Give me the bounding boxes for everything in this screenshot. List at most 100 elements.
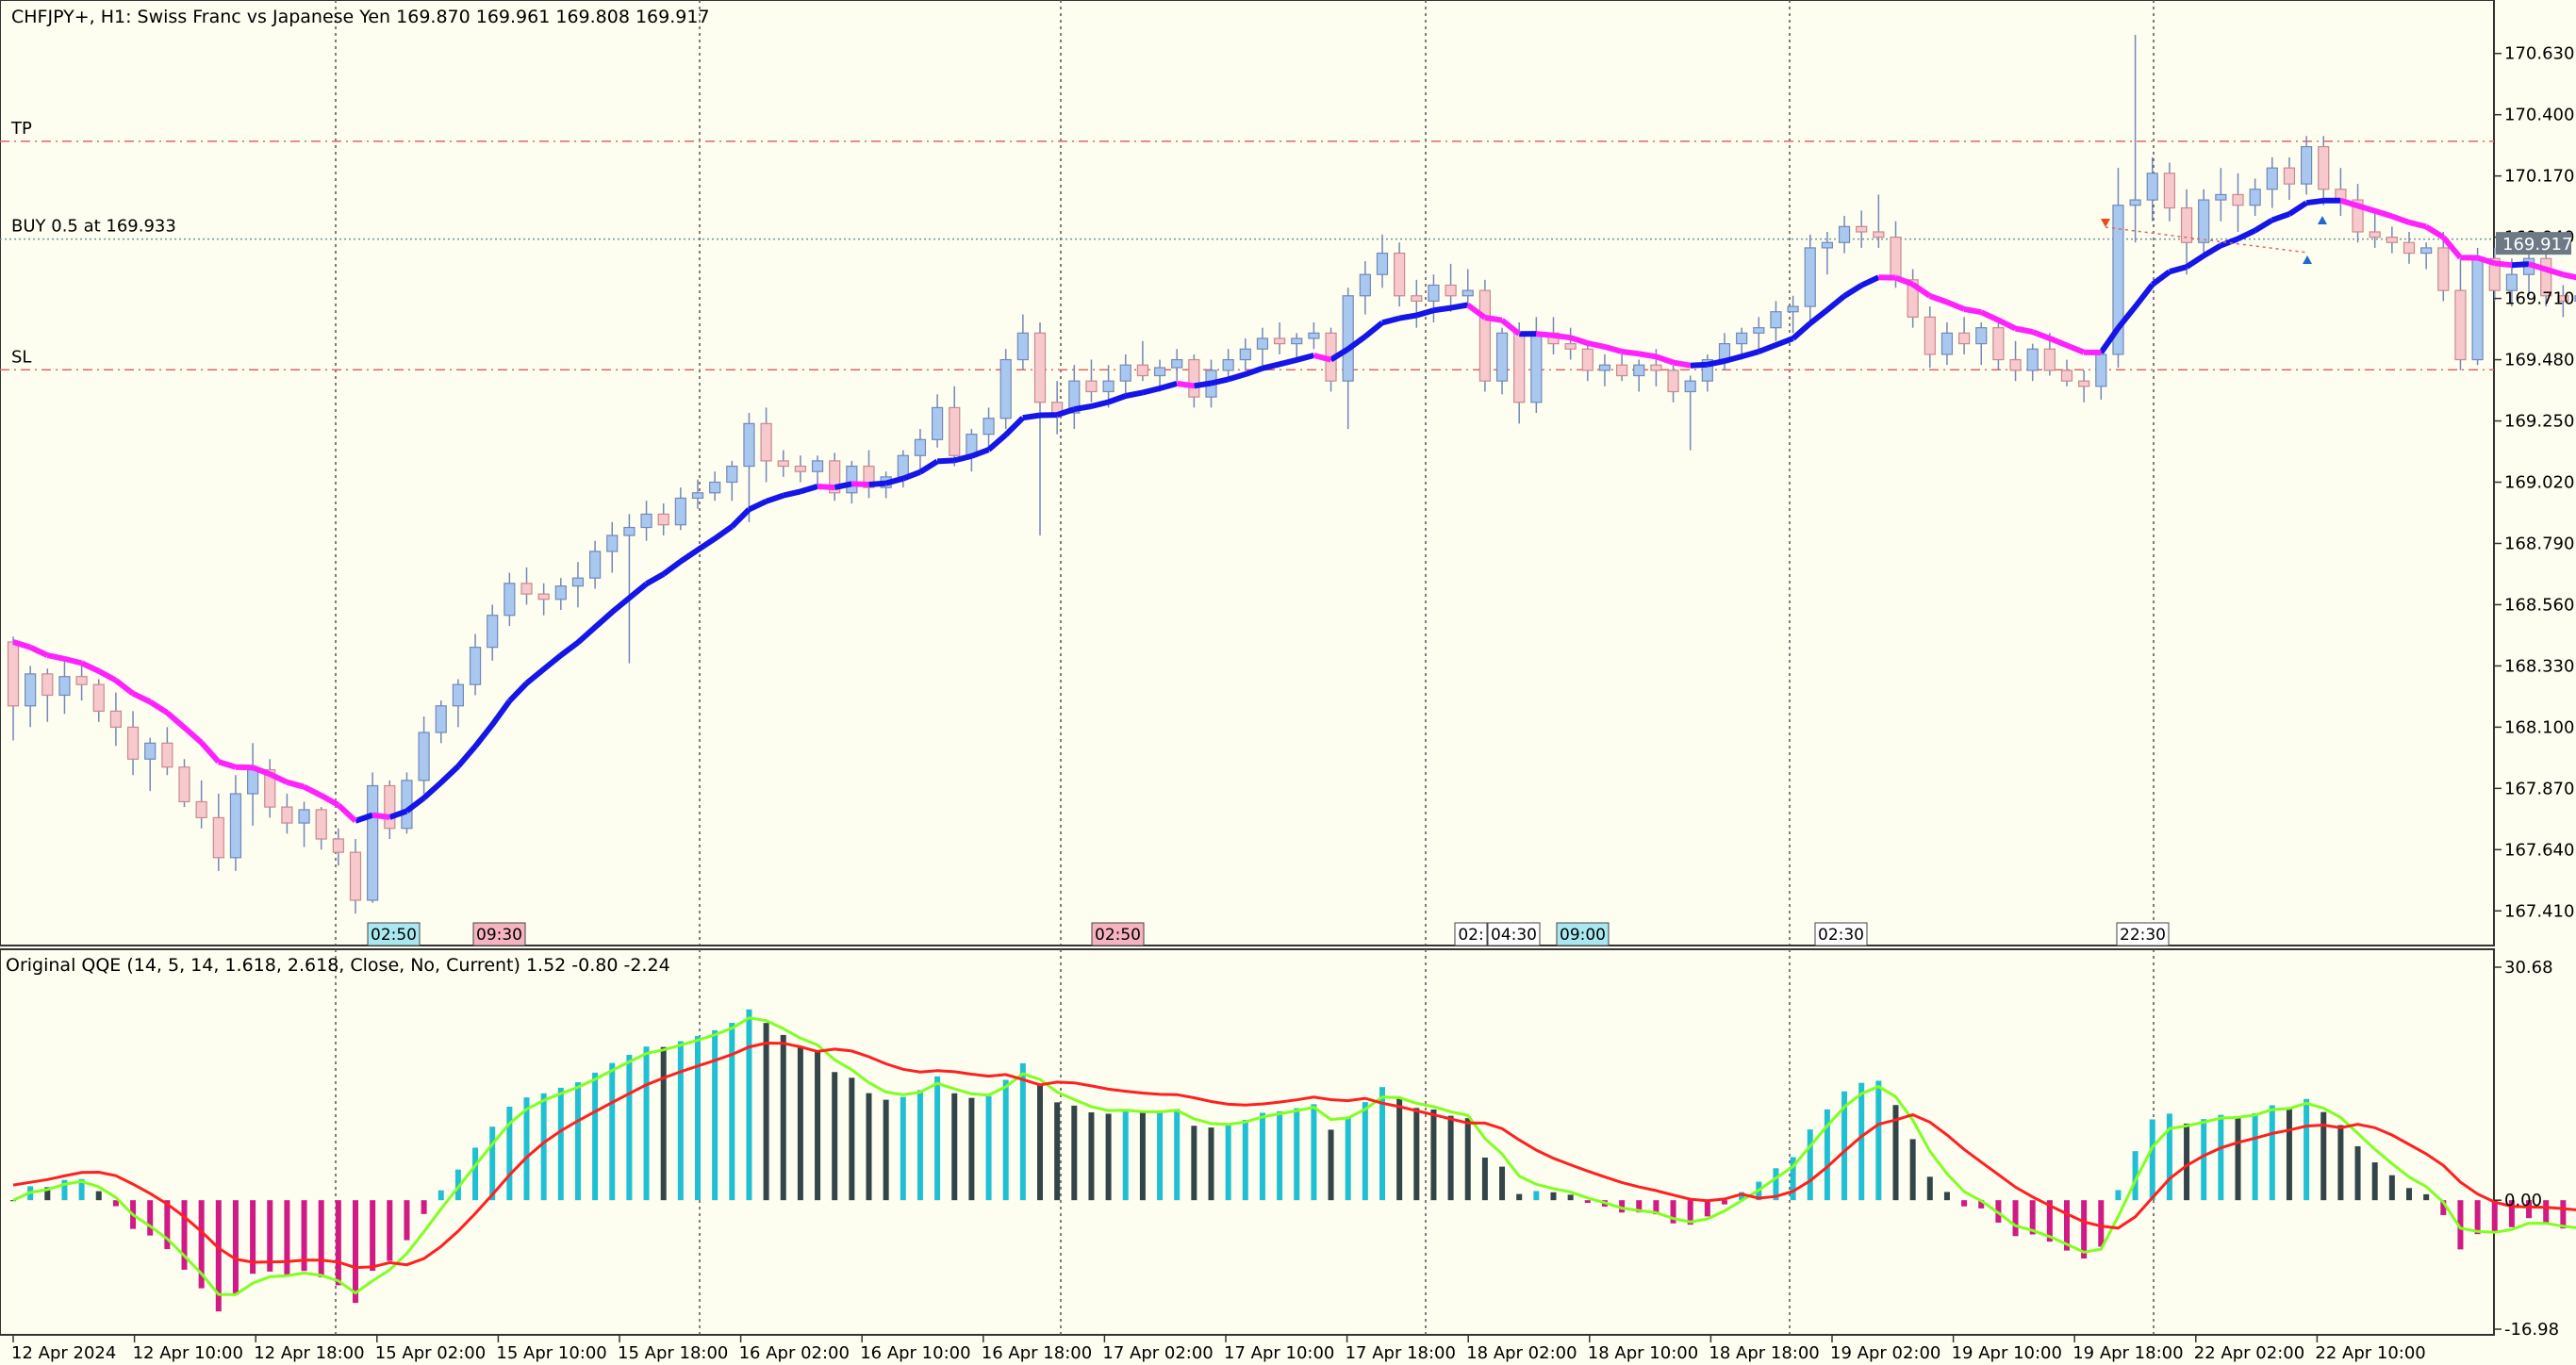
qqe-bar: [1875, 1080, 1882, 1201]
current-price-label: 169.917: [2502, 235, 2572, 255]
qqe-bar: [2371, 1162, 2378, 1201]
qqe-bar: [866, 1093, 872, 1201]
candle-body: [1033, 332, 1047, 403]
qqe-bar: [1909, 1139, 1916, 1201]
qqe-bar: [421, 1200, 427, 1214]
qqe-bar: [523, 1097, 530, 1201]
candle-body: [1940, 332, 1954, 355]
qqe-bar: [164, 1200, 171, 1250]
qqe-bar: [232, 1200, 239, 1295]
candle-body: [2060, 370, 2073, 382]
qqe-bar: [1892, 1105, 1899, 1201]
qqe-histogram: [10, 1009, 2567, 1312]
qqe-bar: [1139, 1112, 1146, 1201]
candle-body: [2488, 257, 2501, 291]
qqe-bar: [301, 1200, 307, 1272]
qqe-axis[interactable]: 30.68 0.00 -16.98: [2494, 958, 2559, 1340]
qqe-bar: [1037, 1084, 1043, 1201]
price-tick-label: 169.020: [2504, 473, 2574, 493]
qqe-bar: [2388, 1175, 2395, 1201]
buy-arrow-icon: [2318, 216, 2327, 224]
candle-body: [1787, 305, 1799, 313]
event-tags: 02:50 09:30 02:50 02: 04:30 09:00 02:30 22:30: [367, 922, 2170, 946]
level-label: BUY 0.5 at 169.933: [11, 217, 176, 237]
qqe-bar: [284, 1200, 290, 1275]
candle-body: [229, 793, 242, 859]
qqe-bar: [1481, 1157, 1488, 1201]
candle-body: [1873, 231, 1885, 238]
candle-body: [1188, 358, 1200, 398]
trade-levels: TP BUY 0.5 at 169.933 SL: [0, 119, 2494, 371]
candle-body: [2043, 348, 2056, 371]
candle-body: [1256, 337, 1269, 350]
candle-body: [109, 710, 123, 728]
qqe-bar: [112, 1200, 119, 1207]
candle-body: [2249, 189, 2261, 206]
price-panel-frame: [0, 0, 2495, 946]
qqe-bar: [746, 1009, 752, 1201]
candle-body: [657, 513, 669, 526]
event-tag-label: 02:: [1458, 926, 1483, 945]
qqe-bar: [1807, 1129, 1813, 1201]
qqe-bar: [2149, 1119, 2155, 1201]
qqe-header: Original QQE (14, 5, 14, 1.618, 2.618, C…: [6, 955, 670, 976]
qqe-bar: [883, 1099, 889, 1201]
candle-body: [1667, 370, 1679, 393]
qqe-bar: [677, 1041, 684, 1201]
candle-body: [401, 780, 413, 830]
candle-body: [1359, 273, 1371, 297]
qqe-bar: [1345, 1116, 1351, 1201]
qqe-bar: [1773, 1168, 1779, 1201]
price-tick-label: 167.410: [2504, 901, 2574, 921]
candle-body: [418, 732, 430, 781]
qqe-bar: [2354, 1145, 2361, 1201]
qqe-bar: [370, 1200, 376, 1272]
event-tag: [1454, 922, 1488, 946]
candle-body: [487, 615, 499, 649]
time-tick-label: 18 Apr 10:00: [1588, 1343, 1698, 1363]
qqe-bar: [1225, 1125, 1231, 1201]
qqe-bar: [61, 1179, 68, 1201]
time-axis[interactable]: 12 Apr 2024 12 Apr 10:00 12 Apr 18:00 15 Ap…: [11, 1335, 2426, 1363]
candle-body: [1394, 252, 1406, 297]
candle-body: [2146, 173, 2158, 201]
qqe-tick-label: -16.98: [2504, 1320, 2559, 1340]
candle-body: [2557, 295, 2569, 303]
current-price-box: [2496, 232, 2571, 255]
qqe-bar: [1157, 1111, 1164, 1201]
candle-body: [281, 806, 293, 824]
qqe-bar: [2098, 1200, 2105, 1247]
price-axis[interactable]: 170.630170.400170.170169.940169.710169.4…: [2494, 44, 2574, 922]
qqe-bar: [2201, 1119, 2207, 1201]
qqe-bar: [695, 1036, 701, 1201]
candle-body: [25, 673, 37, 707]
qqe-bar: [1294, 1108, 1300, 1201]
candle-body: [2009, 358, 2022, 371]
qqe-bar: [1858, 1082, 1865, 1201]
candle-body: [1495, 332, 1509, 382]
qqe-bar: [489, 1127, 496, 1201]
qqe-fast-line: [12, 1016, 2576, 1296]
candle-body: [1308, 332, 1320, 339]
time-tick-label: 17 Apr 10:00: [1224, 1343, 1334, 1363]
candle-body: [247, 768, 259, 795]
qqe-bar: [438, 1190, 444, 1201]
candle-body: [2078, 380, 2090, 387]
qqe-bar: [2423, 1193, 2430, 1201]
candle-body: [41, 673, 54, 697]
candle-body: [75, 676, 88, 685]
qqe-bar: [763, 1023, 769, 1201]
candle-body: [2215, 193, 2227, 201]
candle-body: [863, 465, 875, 488]
qqe-bar: [916, 1090, 923, 1201]
qqe-panel[interactable]: Original QQE (14, 5, 14, 1.618, 2.618, C…: [0, 948, 2576, 1336]
qqe-bar: [1790, 1157, 1796, 1201]
qqe-bar: [1054, 1102, 1061, 1201]
time-tick-label: 22 Apr 02:00: [2194, 1343, 2304, 1363]
time-tick-label: 16 Apr 02:00: [739, 1343, 850, 1363]
candle-body: [1016, 332, 1029, 361]
qqe-bar: [1396, 1097, 1403, 1201]
qqe-bar: [44, 1187, 51, 1201]
